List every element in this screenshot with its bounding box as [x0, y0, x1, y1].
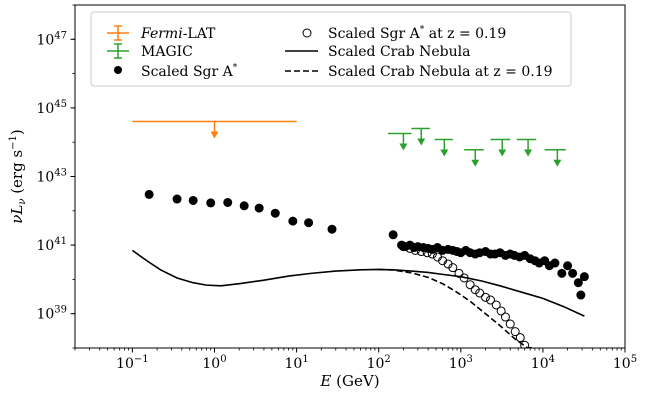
series-line-crab: [131, 249, 585, 317]
series-fermi: [132, 120, 297, 139]
data-point-sgr: [388, 230, 398, 240]
x-tick-label: 100: [202, 354, 226, 372]
data-point-sgr: [563, 261, 573, 271]
data-point-sgr: [550, 258, 560, 268]
data-point-sgr_z: [422, 248, 432, 258]
x-tick-label: 101: [284, 354, 308, 372]
legend-label-sgr: Scaled Sgr A*: [141, 63, 238, 80]
x-axis-label: E (GeV): [319, 372, 379, 390]
data-point-sgr_z: [527, 346, 534, 348]
data-point-sgr: [568, 268, 578, 278]
data-point-sgr_z: [505, 319, 515, 329]
data-point-sgr_z: [491, 300, 501, 310]
data-point-sgr_z: [496, 306, 506, 316]
data-point-sgr: [573, 278, 583, 288]
upper-limit-magic: [388, 132, 412, 151]
data-point-sgr: [288, 216, 298, 226]
upper-limit-magic: [434, 138, 453, 157]
legend-label-fermi: Fermi-LAT: [140, 26, 216, 42]
legend-item-magic: MAGIC: [107, 43, 193, 60]
data-point-sgr: [188, 195, 198, 205]
legend-item-fermi: Fermi-LAT: [107, 25, 216, 42]
y-tick-label: 1039: [36, 305, 67, 323]
legend-marker-magic: [107, 43, 129, 59]
data-point-sgr_z: [448, 263, 458, 273]
data-point-sgr: [579, 272, 589, 282]
legend-label-crab-z: Scaled Crab Nebula at z = 0.19: [328, 64, 553, 80]
legend-item-sgr: Scaled Sgr A*: [114, 63, 238, 80]
data-point-sgr_z: [410, 245, 420, 255]
legend-label-magic: MAGIC: [141, 44, 193, 60]
legend-label-sgr-z: Scaled Sgr A* at z = 0.19: [328, 25, 506, 42]
data-point-sgr: [576, 290, 586, 300]
data-point-sgr_z: [470, 285, 480, 295]
x-tick-label: 102: [367, 354, 391, 372]
y-tick-label: 1047: [36, 30, 67, 48]
series-magic: [388, 127, 566, 167]
upper-limit-magic: [411, 127, 430, 146]
legend-marker-sgr-z: [302, 28, 312, 38]
data-point-sgr_z: [485, 295, 495, 305]
legend-item-sgr-z: Scaled Sgr A* at z = 0.19: [302, 25, 506, 42]
data-point-sgr_z: [515, 333, 525, 343]
data-point-sgr_z: [520, 340, 530, 348]
data-point-sgr_z: [427, 249, 437, 259]
data-point-sgr: [557, 268, 567, 278]
axis-ticks: 10−1 100 101 102 103 104 105 1039 1041 1043 1045 10…: [36, 4, 637, 372]
upper-limit-magic: [516, 138, 537, 157]
data-point-sgr: [223, 197, 233, 207]
upper-limit-magic: [544, 149, 566, 167]
legend-box: [90, 11, 572, 87]
data-point-sgr_z: [465, 280, 475, 290]
legend-item-crab-z: Scaled Crab Nebula at z = 0.19: [285, 64, 553, 80]
series-sgr: [144, 189, 589, 300]
x-tick-label: 10−1: [116, 354, 149, 372]
legend-label-crab: Scaled Crab Nebula: [328, 44, 470, 60]
plot-area: [131, 120, 589, 348]
series-sgr_z: [398, 242, 534, 348]
data-point-sgr: [239, 201, 249, 211]
x-tick-label: 104: [531, 354, 555, 372]
data-point-sgr: [206, 198, 216, 208]
data-point-sgr: [172, 194, 182, 204]
data-point-sgr_z: [475, 288, 485, 298]
data-point-sgr_z: [500, 312, 510, 322]
data-point-sgr_z: [510, 327, 520, 337]
data-point-sgr_z: [454, 268, 464, 278]
y-tick-label: 1041: [36, 236, 67, 254]
legend-marker-sgr: [114, 66, 122, 74]
series-line-crab_z: [378, 268, 529, 348]
legend-marker-fermi: [107, 25, 129, 41]
y-axis-label: νLν (erg s−1): [8, 129, 28, 224]
data-point-sgr_z: [481, 292, 491, 302]
data-point-sgr_z: [398, 242, 408, 252]
legend: Fermi-LAT MAGIC Scaled Sgr A* Scaled Sgr…: [90, 11, 572, 87]
data-point-sgr_z: [416, 247, 426, 257]
upper-limit-magic: [464, 149, 484, 167]
upper-limit-magic: [490, 138, 511, 157]
data-point-sgr_z: [405, 243, 415, 253]
x-tick-label: 103: [449, 354, 473, 372]
data-point-sgr: [270, 208, 280, 218]
x-tick-label: 105: [613, 354, 637, 372]
data-point-sgr: [304, 218, 314, 228]
data-point-sgr: [327, 224, 337, 234]
legend-item-crab: Scaled Crab Nebula: [285, 44, 470, 60]
data-point-sgr: [254, 203, 264, 213]
y-tick-label: 1043: [36, 168, 67, 186]
data-point-sgr: [144, 189, 154, 199]
upper-limit-fermi: [132, 120, 297, 139]
series-crab_z: [378, 268, 529, 348]
y-tick-label: 1045: [36, 99, 67, 117]
series-crab: [131, 249, 585, 317]
